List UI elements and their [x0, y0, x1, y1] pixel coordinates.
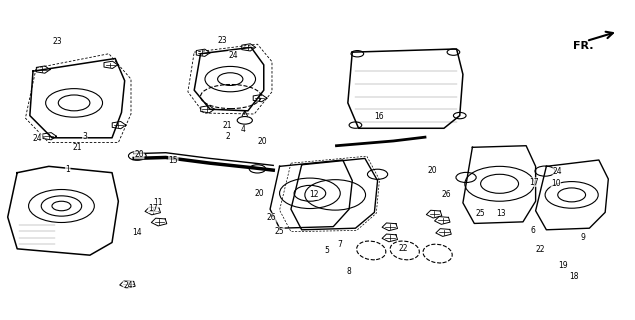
Text: 12: 12 — [310, 190, 319, 199]
Text: 16: 16 — [374, 112, 384, 121]
Text: 26: 26 — [441, 190, 451, 199]
Text: 7: 7 — [337, 240, 342, 249]
Text: 18: 18 — [569, 272, 578, 281]
Text: 23: 23 — [52, 37, 62, 46]
Text: 21: 21 — [72, 143, 82, 152]
Text: 6: 6 — [530, 226, 535, 235]
Text: 25: 25 — [275, 227, 284, 236]
Text: 20: 20 — [257, 137, 267, 146]
Text: 9: 9 — [580, 233, 585, 242]
Text: 24: 24 — [553, 167, 563, 176]
Text: 24: 24 — [123, 281, 133, 290]
Text: 25: 25 — [476, 209, 485, 218]
Text: 24: 24 — [32, 134, 43, 143]
Text: 20: 20 — [255, 189, 264, 198]
Text: 19: 19 — [558, 261, 568, 270]
Text: 14: 14 — [133, 228, 142, 236]
Text: 11: 11 — [154, 198, 163, 207]
Text: 17: 17 — [530, 178, 539, 187]
Text: 3: 3 — [83, 132, 87, 141]
Text: 24: 24 — [229, 51, 238, 60]
Text: 26: 26 — [267, 213, 276, 222]
Text: 15: 15 — [168, 156, 178, 165]
Text: 21: 21 — [222, 121, 232, 130]
Text: 2: 2 — [225, 132, 230, 141]
Text: 10: 10 — [551, 179, 561, 188]
Text: 5: 5 — [324, 246, 330, 255]
Text: 22: 22 — [535, 245, 545, 254]
Text: 17: 17 — [149, 204, 158, 213]
Text: FR.: FR. — [573, 41, 593, 51]
Text: 20: 20 — [428, 166, 438, 175]
Text: 1: 1 — [65, 165, 70, 174]
Text: 23: 23 — [218, 36, 227, 44]
Text: 20: 20 — [135, 150, 144, 159]
Text: 4: 4 — [241, 125, 245, 134]
Text: 22: 22 — [398, 244, 408, 253]
Text: 13: 13 — [496, 209, 505, 219]
Text: 8: 8 — [347, 267, 352, 276]
